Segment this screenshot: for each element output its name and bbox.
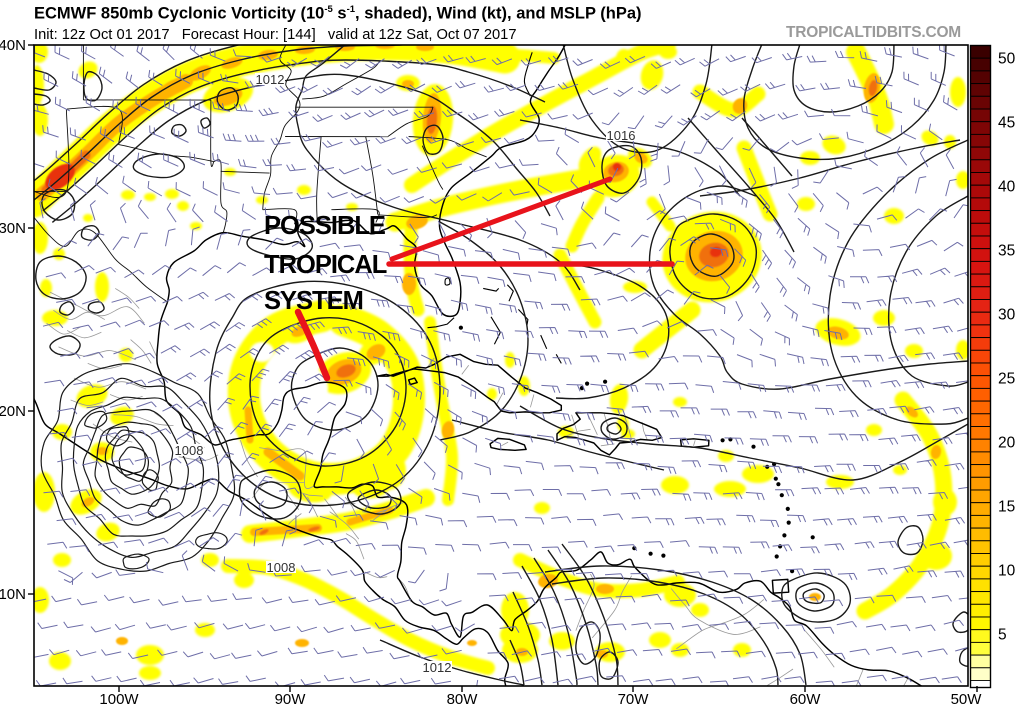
svg-text:20: 20 [998, 434, 1016, 451]
svg-text:TROPICAL: TROPICAL [264, 251, 387, 279]
svg-text:40: 40 [998, 178, 1016, 195]
svg-text:1012: 1012 [256, 72, 285, 87]
svg-text:1016: 1016 [607, 128, 636, 143]
svg-text:1012: 1012 [423, 660, 452, 675]
svg-text:35: 35 [998, 242, 1015, 259]
svg-text:45: 45 [998, 114, 1015, 131]
svg-text:POSSIBLE: POSSIBLE [264, 212, 386, 240]
svg-text:60W: 60W [790, 691, 822, 706]
svg-text:50W: 50W [951, 691, 983, 706]
svg-text:5: 5 [998, 626, 1007, 643]
svg-text:80W: 80W [447, 691, 479, 706]
svg-text:90W: 90W [275, 691, 307, 706]
svg-text:100W: 100W [99, 691, 139, 706]
svg-text:15: 15 [998, 498, 1015, 515]
svg-text:SYSTEM: SYSTEM [264, 287, 363, 315]
svg-text:30: 30 [998, 306, 1016, 323]
svg-text:10N: 10N [0, 586, 26, 603]
svg-text:50: 50 [998, 50, 1016, 67]
svg-text:40N: 40N [0, 37, 26, 54]
svg-text:20N: 20N [0, 403, 26, 420]
svg-text:1008: 1008 [267, 560, 296, 575]
svg-text:25: 25 [998, 370, 1015, 387]
svg-text:10: 10 [998, 562, 1016, 579]
svg-text:30N: 30N [0, 220, 26, 237]
svg-text:1008: 1008 [175, 443, 204, 458]
svg-text:70W: 70W [618, 691, 650, 706]
